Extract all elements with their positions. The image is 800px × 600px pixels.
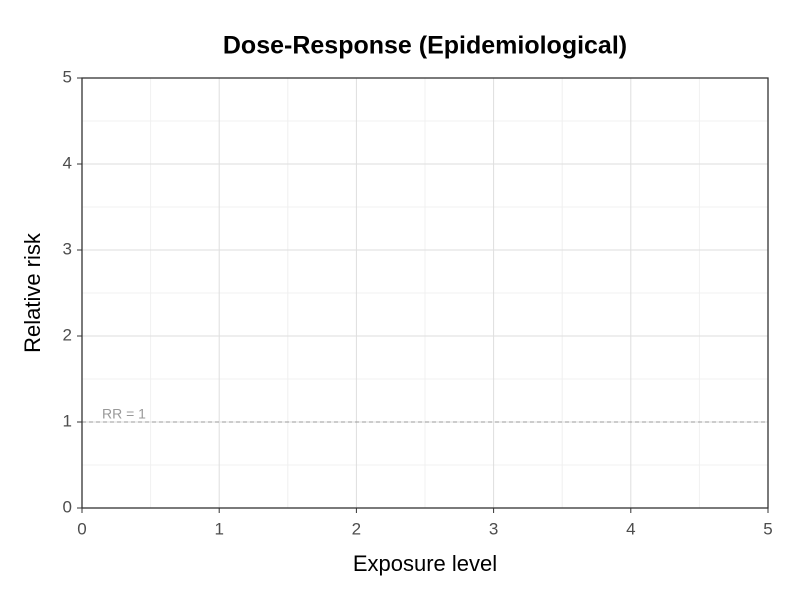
y-tick-label: 4 bbox=[63, 153, 72, 172]
plot-border bbox=[81, 77, 769, 509]
x-tick-label: 0 bbox=[77, 519, 86, 538]
y-tick-label: 2 bbox=[63, 325, 72, 344]
y-axis-title: Relative risk bbox=[20, 232, 45, 353]
x-tick-label: 5 bbox=[763, 519, 772, 538]
chart-title: Dose-Response (Epidemiological) bbox=[223, 32, 627, 60]
y-tick-label: 3 bbox=[63, 239, 72, 258]
y-tick-label: 5 bbox=[63, 67, 72, 86]
x-tick-label: 3 bbox=[489, 519, 498, 538]
reference-label: RR = 1 bbox=[102, 406, 146, 422]
x-tick-label: 2 bbox=[352, 519, 361, 538]
x-axis-title: Exposure level bbox=[353, 551, 497, 576]
y-tick-label: 1 bbox=[63, 411, 72, 430]
x-tick-label: 1 bbox=[214, 519, 223, 538]
y-tick-label: 0 bbox=[63, 497, 72, 516]
x-tick-label: 4 bbox=[626, 519, 635, 538]
